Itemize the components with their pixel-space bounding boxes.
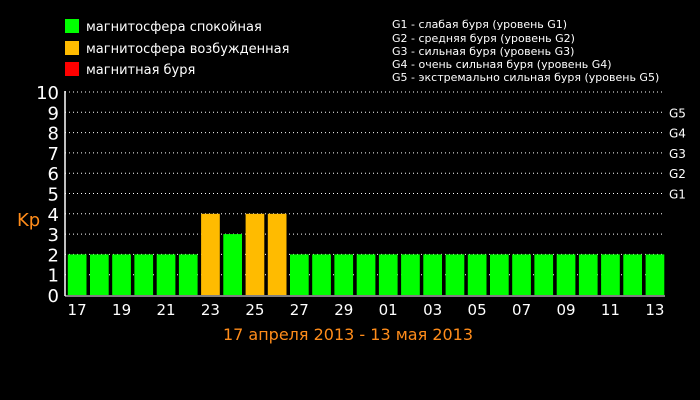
- bars: [67, 213, 665, 295]
- legend-swatch-storm: [65, 62, 79, 76]
- x-tick-label-19: 19: [112, 301, 131, 319]
- bar-12: [623, 254, 642, 295]
- right-axis-label-g5: G5: [669, 106, 686, 120]
- bar-09: [556, 254, 576, 295]
- bar-04: [445, 254, 465, 295]
- legend-swatch-active: [65, 41, 79, 55]
- y-tick-label-7: 7: [48, 144, 59, 165]
- bar-22: [178, 254, 198, 295]
- bar-27: [290, 254, 309, 295]
- bar-01: [378, 254, 398, 295]
- x-tick-label-23: 23: [201, 301, 220, 319]
- x-tick-label-09: 09: [556, 301, 575, 319]
- bar-17: [67, 254, 87, 295]
- bar-10: [578, 254, 598, 295]
- legend-label-quiet: магнитосфера спокойная: [86, 20, 262, 35]
- bar-05: [467, 254, 487, 295]
- x-tick-label-05: 05: [468, 301, 487, 319]
- bar-28: [312, 254, 331, 295]
- right-axis-labels: G1 G2 G3 G4 G5: [669, 106, 686, 201]
- storm-level-g2: G2 - средняя буря (уровень G2): [392, 32, 575, 45]
- bar-03: [423, 254, 442, 295]
- right-axis-label-g4: G4: [669, 127, 686, 141]
- bar-23: [201, 213, 220, 295]
- right-axis-label-g2: G2: [669, 167, 686, 181]
- y-tick-label-4: 4: [48, 205, 59, 226]
- legend-swatch-quiet: [65, 19, 79, 33]
- y-tick-label-8: 8: [48, 124, 59, 145]
- bar-26: [267, 213, 287, 295]
- legend-item-quiet: магнитосфера спокойная: [65, 19, 262, 35]
- x-tick-labels: 17 19 21 23 25 27 29 01 03 05 07 09 11 13: [68, 301, 665, 319]
- legend: магнитосфера спокойная магнитосфера возб…: [65, 19, 289, 78]
- x-tick-label-13: 13: [645, 301, 664, 319]
- bar-08: [534, 254, 554, 295]
- bar-02: [401, 254, 420, 295]
- y-tick-label-0: 0: [48, 286, 59, 307]
- bar-07: [512, 254, 531, 295]
- y-axis-label: Kp: [17, 210, 40, 231]
- bar-18: [90, 254, 109, 295]
- storm-level-g4: G4 - очень сильная буря (уровень G4): [392, 58, 612, 71]
- bar-30: [356, 254, 376, 295]
- x-tick-label-01: 01: [379, 301, 398, 319]
- bar-19: [112, 254, 131, 295]
- storm-level-g5: G5 - экстремально сильная буря (уровень …: [392, 71, 659, 84]
- storm-level-g3: G3 - сильная буря (уровень G3): [392, 45, 574, 58]
- storm-levels-legend: G1 - слабая буря (уровень G1) G2 - средн…: [392, 18, 659, 84]
- right-axis-label-g3: G3: [669, 147, 686, 161]
- y-tick-label-5: 5: [48, 185, 59, 206]
- x-tick-label-07: 07: [512, 301, 531, 319]
- y-tick-label-10: 10: [36, 83, 59, 104]
- legend-label-storm: магнитная буря: [86, 63, 195, 78]
- bar-25: [245, 213, 265, 295]
- bar-11: [601, 254, 620, 295]
- x-tick-label-21: 21: [156, 301, 175, 319]
- legend-label-active: магнитосфера возбужденная: [86, 42, 289, 57]
- bar-24: [223, 234, 242, 295]
- x-tick-label-17: 17: [68, 301, 87, 319]
- y-tick-label-3: 3: [48, 225, 59, 246]
- x-tick-label-11: 11: [601, 301, 620, 319]
- y-tick-label-9: 9: [48, 103, 59, 124]
- bar-29: [334, 254, 354, 295]
- axes: [64, 91, 665, 297]
- bar-21: [156, 254, 176, 295]
- bar-20: [134, 254, 154, 295]
- y-tick-label-6: 6: [48, 164, 59, 185]
- bar-06: [490, 254, 509, 295]
- storm-level-g1: G1 - слабая буря (уровень G1): [392, 18, 567, 31]
- right-axis-label-g1: G1: [669, 188, 686, 202]
- y-tick-label-1: 1: [48, 266, 59, 287]
- x-tick-label-03: 03: [423, 301, 442, 319]
- bar-13: [645, 254, 665, 295]
- x-tick-label-27: 27: [290, 301, 309, 319]
- x-tick-label-29: 29: [334, 301, 353, 319]
- x-axis-label: 17 апреля 2013 - 13 мая 2013: [223, 325, 473, 344]
- legend-item-active: магнитосфера возбужденная: [65, 41, 289, 57]
- x-tick-label-25: 25: [245, 301, 264, 319]
- y-tick-label-2: 2: [48, 245, 59, 266]
- legend-item-storm: магнитная буря: [65, 62, 195, 78]
